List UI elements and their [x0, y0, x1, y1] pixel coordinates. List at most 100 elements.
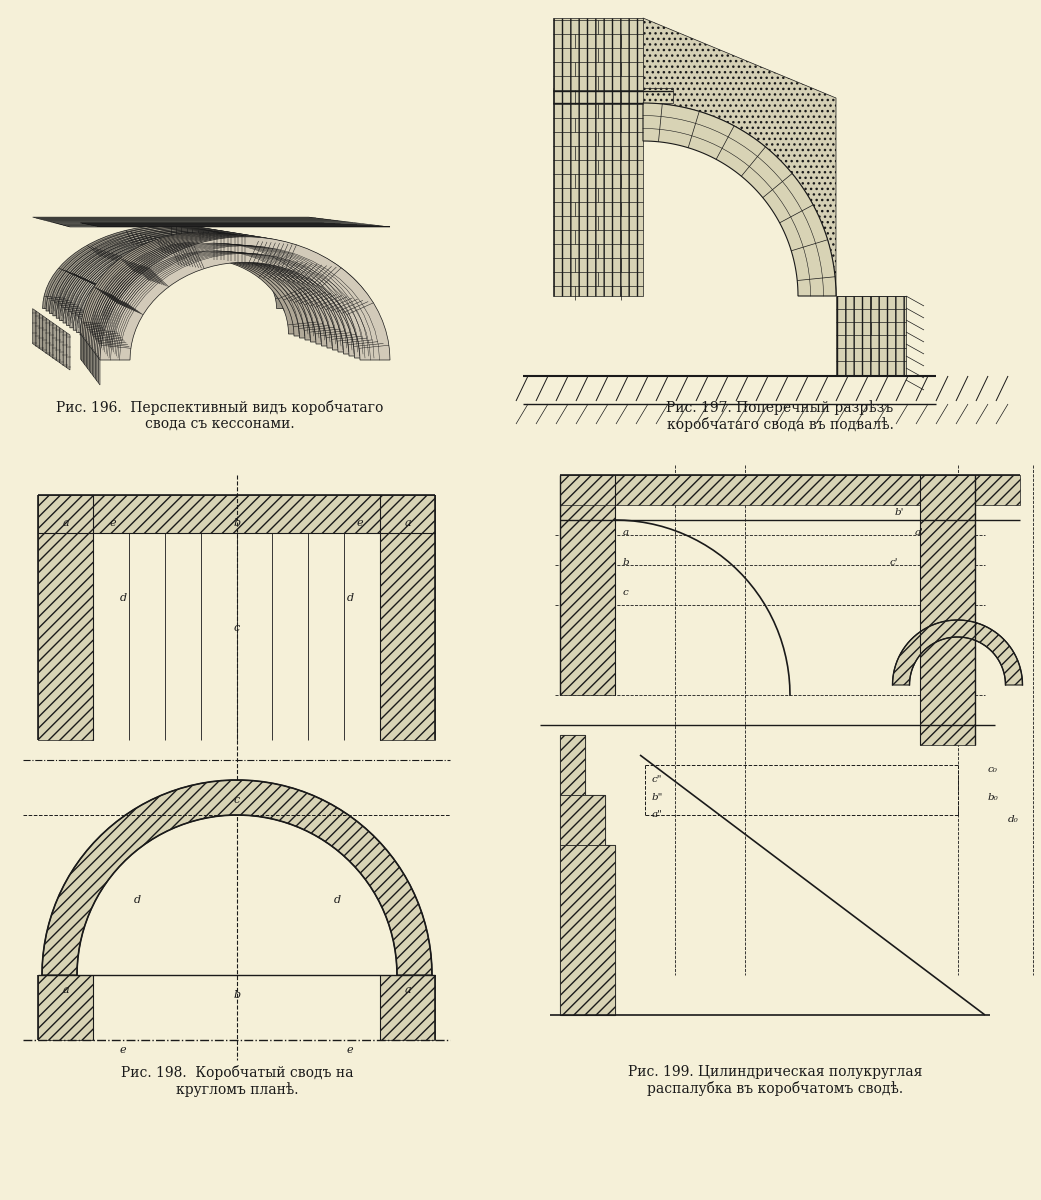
Polygon shape [83, 234, 330, 338]
Text: Рис. 197. Поперечный разрѣзъ
коробчатаго свода въ подвалѣ.: Рис. 197. Поперечный разрѣзъ коробчатаго… [666, 400, 893, 432]
Polygon shape [88, 234, 346, 344]
Polygon shape [53, 228, 321, 316]
Text: e: e [109, 518, 117, 528]
Text: a: a [404, 518, 411, 528]
Text: Рис. 198.  Коробчатый сводъ на
кругломъ планѣ.: Рис. 198. Коробчатый сводъ на кругломъ п… [121, 1066, 353, 1097]
Text: a: a [404, 985, 411, 995]
Text: a: a [623, 528, 629, 538]
Bar [836, 296, 906, 376]
Polygon shape [99, 236, 384, 358]
Text: c₀: c₀ [988, 766, 997, 774]
Text: d: d [333, 895, 340, 905]
Bar [39, 974, 93, 1040]
Polygon shape [91, 235, 357, 348]
Polygon shape [86, 234, 340, 342]
Text: a: a [62, 518, 69, 528]
Polygon shape [80, 334, 82, 361]
Text: e: e [347, 1045, 353, 1055]
Polygon shape [91, 348, 93, 374]
Polygon shape [643, 18, 836, 296]
Polygon shape [96, 354, 97, 382]
Bar [560, 794, 605, 845]
Polygon shape [643, 103, 836, 296]
Polygon shape [53, 323, 56, 360]
Polygon shape [97, 236, 379, 356]
Polygon shape [32, 308, 36, 346]
Text: e: e [120, 1045, 126, 1055]
Polygon shape [90, 235, 352, 346]
Text: c: c [234, 623, 240, 634]
Polygon shape [46, 226, 306, 311]
Polygon shape [70, 233, 358, 328]
Polygon shape [80, 235, 380, 335]
Polygon shape [86, 342, 88, 370]
Polygon shape [36, 311, 40, 348]
Text: b: b [623, 558, 630, 566]
Text: b": b" [652, 793, 663, 802]
Text: d₀: d₀ [1008, 815, 1018, 824]
Polygon shape [67, 232, 351, 325]
Bar [560, 734, 585, 794]
Polygon shape [59, 328, 64, 365]
Bar [560, 845, 615, 1015]
Text: a": a" [652, 810, 663, 818]
Polygon shape [67, 332, 70, 370]
Polygon shape [64, 230, 342, 323]
Polygon shape [96, 236, 374, 354]
Polygon shape [90, 346, 91, 373]
Text: c: c [234, 794, 240, 805]
Polygon shape [49, 227, 313, 313]
Polygon shape [97, 356, 99, 383]
Bar [560, 475, 615, 695]
Text: Рис. 199. Цилиндрическая полукруглая
распалубка въ коробчатомъ сводѣ.: Рис. 199. Цилиндрическая полукруглая рас… [628, 1066, 922, 1097]
Polygon shape [93, 235, 362, 350]
Polygon shape [88, 344, 90, 371]
Bar [39, 494, 93, 740]
Text: c": c" [652, 775, 662, 784]
Bar [39, 494, 435, 533]
Polygon shape [94, 235, 369, 352]
Text: e: e [357, 518, 363, 528]
Polygon shape [50, 320, 53, 358]
Polygon shape [100, 236, 390, 360]
Polygon shape [85, 340, 86, 367]
Polygon shape [40, 313, 43, 350]
Text: d: d [120, 593, 127, 602]
Polygon shape [94, 352, 96, 379]
Bar [560, 475, 1020, 505]
Bar [553, 88, 672, 103]
Text: c': c' [890, 558, 898, 566]
Polygon shape [83, 338, 85, 365]
Text: a': a' [915, 528, 924, 538]
Polygon shape [77, 234, 373, 332]
Polygon shape [42, 780, 432, 974]
Polygon shape [64, 330, 67, 367]
Text: d: d [347, 593, 354, 602]
Polygon shape [43, 226, 299, 308]
Polygon shape [46, 318, 50, 355]
Polygon shape [80, 233, 319, 334]
Text: b: b [233, 990, 240, 1000]
Polygon shape [82, 336, 83, 362]
Polygon shape [93, 350, 94, 377]
Polygon shape [73, 233, 365, 330]
Polygon shape [56, 325, 59, 362]
Polygon shape [85, 234, 335, 340]
Polygon shape [82, 233, 324, 336]
Polygon shape [43, 316, 46, 353]
Polygon shape [99, 358, 100, 385]
Bar [920, 475, 975, 745]
Bar [380, 974, 435, 1040]
Polygon shape [59, 229, 335, 320]
Text: b: b [233, 518, 240, 528]
Polygon shape [892, 620, 1022, 685]
Text: c: c [623, 588, 629, 596]
Polygon shape [56, 229, 328, 318]
Bar [553, 18, 643, 296]
Text: b': b' [895, 508, 905, 517]
Text: b₀: b₀ [988, 793, 998, 802]
Text: Рис. 196.  Перспективный видъ коробчатаго
свода съ кессонами.: Рис. 196. Перспективный видъ коробчатаго… [56, 400, 384, 431]
Text: d: d [133, 895, 141, 905]
Text: a: a [62, 985, 69, 995]
Bar [380, 494, 435, 740]
